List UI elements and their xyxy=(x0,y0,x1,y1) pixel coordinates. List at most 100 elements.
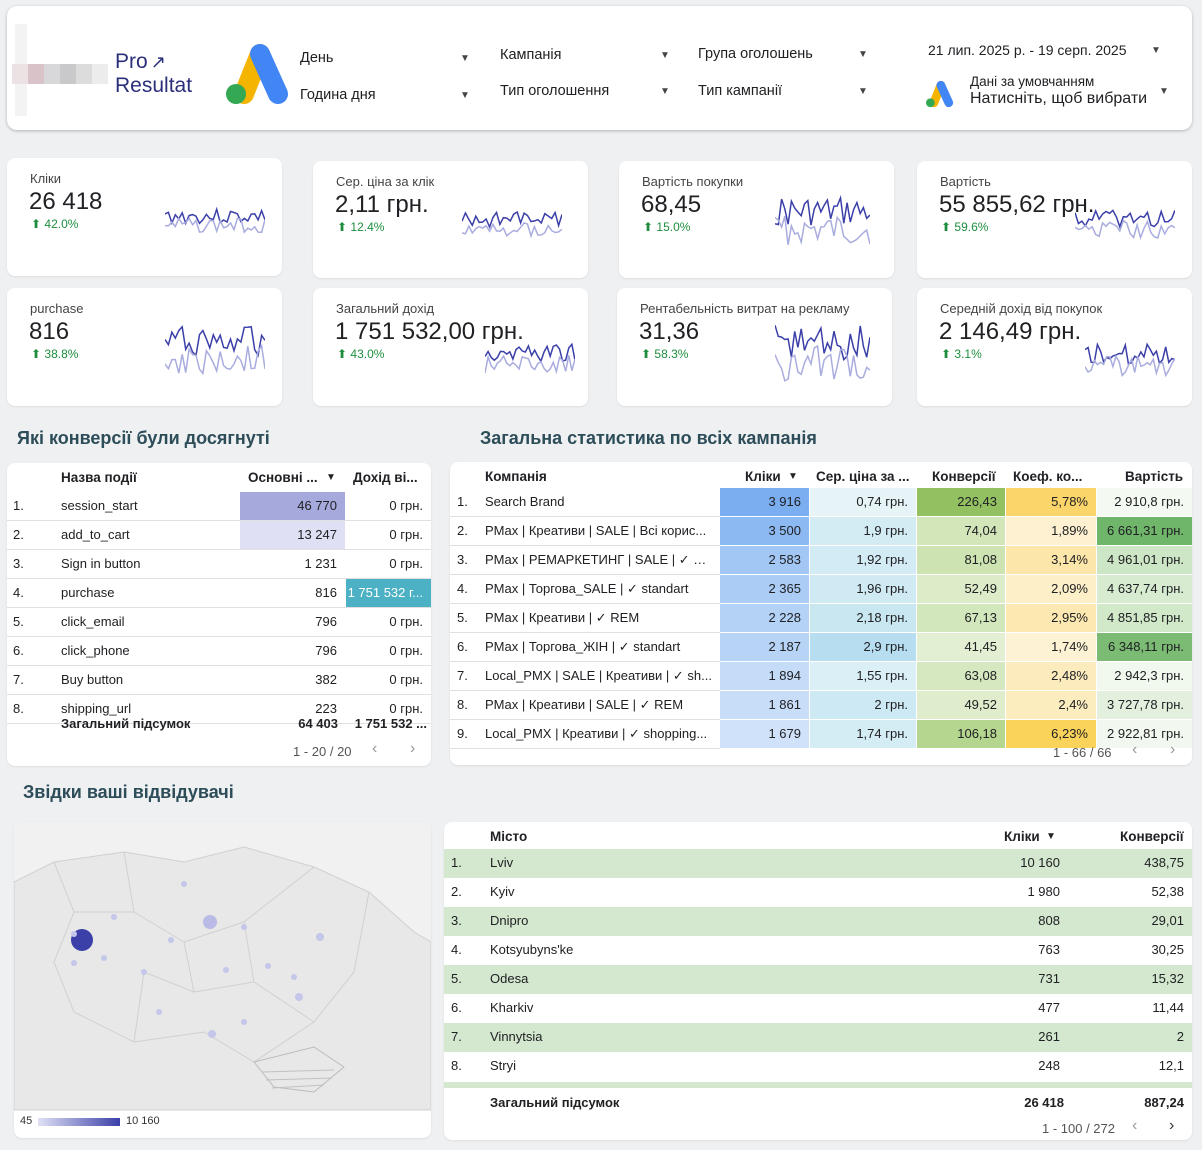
table-row[interactable]: 1. Search Brand 3 916 0,74 грн. 226,43 5… xyxy=(450,488,1192,517)
col-income[interactable]: Дохід ві... xyxy=(353,470,418,485)
next-page-icon[interactable]: › xyxy=(1169,1117,1175,1134)
table-row[interactable]: 6. click_phone 796 0 грн. xyxy=(7,637,431,666)
col-city-conversions[interactable]: Конверсії xyxy=(1120,829,1184,844)
clicks-value: 2 228 xyxy=(720,604,809,632)
conversions-value: 67,13 xyxy=(917,604,1005,632)
table-row[interactable]: 3. Sign in button 1 231 0 грн. xyxy=(7,550,431,579)
event-name: Buy button xyxy=(61,672,124,687)
row-number: 2. xyxy=(13,527,24,542)
arrow-up-icon: ⬆ xyxy=(641,347,652,361)
filter-hour[interactable]: Година дня ▼ xyxy=(300,87,470,103)
kpi-delta-value: 3.1% xyxy=(954,347,982,361)
filter-campaign-type[interactable]: Тип кампанії ▼ xyxy=(698,83,868,99)
light-series-line xyxy=(165,343,265,376)
kpi-delta: ⬆ 59.6% xyxy=(941,220,988,234)
income-value: 1 751 532 г... xyxy=(346,579,431,607)
prev-page-icon[interactable]: ‹ xyxy=(1132,741,1138,758)
table-row[interactable]: 3. Dnipro 808 29,01 xyxy=(444,907,1192,936)
col-city[interactable]: Місто xyxy=(490,829,528,844)
cost-value: 4 637,74 грн. xyxy=(1097,575,1192,603)
table-row[interactable]: 6. Kharkiv 477 11,44 xyxy=(444,994,1192,1023)
kpi-delta-value: 15.0% xyxy=(656,220,691,234)
event-name: Sign in button xyxy=(61,556,141,571)
table-row[interactable]: 5. click_email 796 0 грн. xyxy=(7,608,431,637)
row-number: 1. xyxy=(451,855,462,870)
table-row[interactable]: 2. PMax | Креативи | SALE | Всі корис...… xyxy=(450,517,1192,546)
clicks-value: 2 583 xyxy=(720,546,809,574)
kpi-value: 1 751 532,00 грн. xyxy=(335,318,524,345)
table-row[interactable]: 8. shipping_url 223 0 грн. xyxy=(7,695,431,724)
row-number: 8. xyxy=(13,701,24,716)
main-conversions-value: 223 xyxy=(240,695,345,723)
conv-rate-value: 2,95% xyxy=(1006,604,1096,632)
kpi-sparkline xyxy=(775,324,870,382)
table-row[interactable]: 8. Stryi 248 12,1 xyxy=(444,1052,1192,1081)
table-row[interactable]: 5. Odesa 731 15,32 xyxy=(444,965,1192,994)
filter-ad-type[interactable]: Тип оголошення ▼ xyxy=(500,83,670,99)
prev-page-icon[interactable]: ‹ xyxy=(372,740,378,757)
city-conversions: 15,32 xyxy=(1151,971,1184,986)
table-row[interactable]: 3. PMax | РЕМАРКЕТИНГ | SALE | ✓ pe... 2… xyxy=(450,546,1192,575)
cities-total-label: Загальний підсумок xyxy=(490,1095,620,1110)
next-page-icon[interactable]: › xyxy=(1170,741,1176,758)
filter-ad-group[interactable]: Група оголошень ▼ xyxy=(698,46,868,62)
table-row[interactable]: 6. PMax | Торгова_ЖІН | ✓ standart 2 187… xyxy=(450,633,1192,662)
table-row[interactable]: 2. Kyiv 1 980 52,38 xyxy=(444,878,1192,907)
table-row[interactable]: 7. Buy button 382 0 грн. xyxy=(7,666,431,695)
table-row[interactable]: 9. Local_PMX | Креативи | ✓ shopping... … xyxy=(450,720,1192,749)
row-number: 3. xyxy=(451,913,462,928)
campaign-name: Local_PMX | SALE | Креативи | ✓ sh... xyxy=(485,668,712,683)
col-event-name[interactable]: Назва події xyxy=(61,470,137,485)
dark-series-line xyxy=(165,325,265,358)
table-row[interactable]: 4. purchase 816 1 751 532 г... xyxy=(7,579,431,608)
clicks-value: 1 679 xyxy=(720,720,809,748)
col-campaign[interactable]: Компанія xyxy=(485,469,547,484)
city-conversions: 30,25 xyxy=(1151,942,1184,957)
col-main-conversions[interactable]: Основні ... xyxy=(248,470,318,485)
row-number: 8. xyxy=(457,697,468,712)
table-row[interactable]: 2. add_to_cart 13 247 0 грн. xyxy=(7,521,431,550)
col-city-clicks[interactable]: Кліки xyxy=(1004,829,1040,844)
prev-page-icon[interactable]: ‹ xyxy=(1132,1117,1138,1134)
account-selector[interactable]: Дані за умовчанням Натисніть, щоб вибрат… xyxy=(922,72,1172,112)
conversions-pager: 1 - 20 / 20 xyxy=(293,744,352,759)
city-conversions: 11,44 xyxy=(1152,1000,1184,1015)
conversions-value: 41,45 xyxy=(917,633,1005,661)
main-conversions-value: 796 xyxy=(240,637,345,665)
kpi-value: 26 418 xyxy=(29,188,103,215)
next-page-icon[interactable]: › xyxy=(410,740,416,757)
table-row[interactable]: 8. PMax | Креативи | SALE | ✓ REM 1 861 … xyxy=(450,691,1192,720)
sort-desc-icon[interactable]: ▼ xyxy=(788,471,798,482)
table-row[interactable]: 7. Vinnytsia 261 2 xyxy=(444,1023,1192,1052)
visitors-map[interactable]: 45 10 160 xyxy=(14,822,431,1138)
kpi-card: Сер. ціна за клік 2,11 грн. ⬆ 12.4% xyxy=(313,161,588,278)
col-cpc[interactable]: Сер. ціна за ... xyxy=(816,469,910,484)
kpi-card: Вартість покупки 68,45 ⬆ 15.0% xyxy=(619,161,894,278)
row-number: 1. xyxy=(457,494,468,509)
col-clicks[interactable]: Кліки xyxy=(745,469,781,484)
col-cost[interactable]: Вартість xyxy=(1125,469,1184,484)
bubble-kyiv[interactable] xyxy=(203,915,217,929)
map-legend-min: 45 xyxy=(20,1115,33,1127)
arrow-up-icon: ⬆ xyxy=(337,347,348,361)
table-row[interactable]: 7. Local_PMX | SALE | Креативи | ✓ sh...… xyxy=(450,662,1192,691)
sort-desc-icon[interactable]: ▼ xyxy=(326,472,336,483)
filter-day[interactable]: День ▼ xyxy=(300,50,470,66)
table-row[interactable]: 4. PMax | Торгова_SALE | ✓ standart 2 36… xyxy=(450,575,1192,604)
col-conv-rate[interactable]: Коеф. ко... xyxy=(1013,469,1083,484)
sort-desc-icon[interactable]: ▼ xyxy=(1046,831,1056,842)
table-row[interactable]: 1. Lviv 10 160 438,75 xyxy=(444,849,1192,878)
map-legend-max: 10 160 xyxy=(126,1115,160,1127)
table-row[interactable]: 4. Kotsyubyns'ke 763 30,25 xyxy=(444,936,1192,965)
kpi-label: Рентабельність витрат на рекламу xyxy=(640,301,850,316)
table-row[interactable]: 1. session_start 46 770 0 грн. xyxy=(7,492,431,521)
table-row[interactable]: 5. PMax | Креативи | ✓ REM 2 228 2,18 гр… xyxy=(450,604,1192,633)
city-name: Dnipro xyxy=(490,913,529,928)
date-range-picker[interactable]: 21 лип. 2025 р. - 19 серп. 2025 р. xyxy=(928,42,1128,58)
filter-campaign[interactable]: Кампанія ▼ xyxy=(500,47,670,63)
arrow-up-icon: ⬆ xyxy=(643,220,654,234)
caret-down-icon: ▼ xyxy=(660,86,670,97)
kpi-value: 31,36 xyxy=(639,318,700,345)
kpi-card: Кліки 26 418 ⬆ 42.0% xyxy=(7,158,282,276)
col-conversions[interactable]: Конверсії xyxy=(932,469,996,484)
